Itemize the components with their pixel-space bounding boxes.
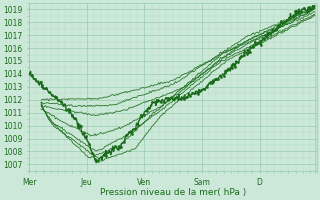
X-axis label: Pression niveau de la mer( hPa ): Pression niveau de la mer( hPa ) <box>100 188 246 197</box>
